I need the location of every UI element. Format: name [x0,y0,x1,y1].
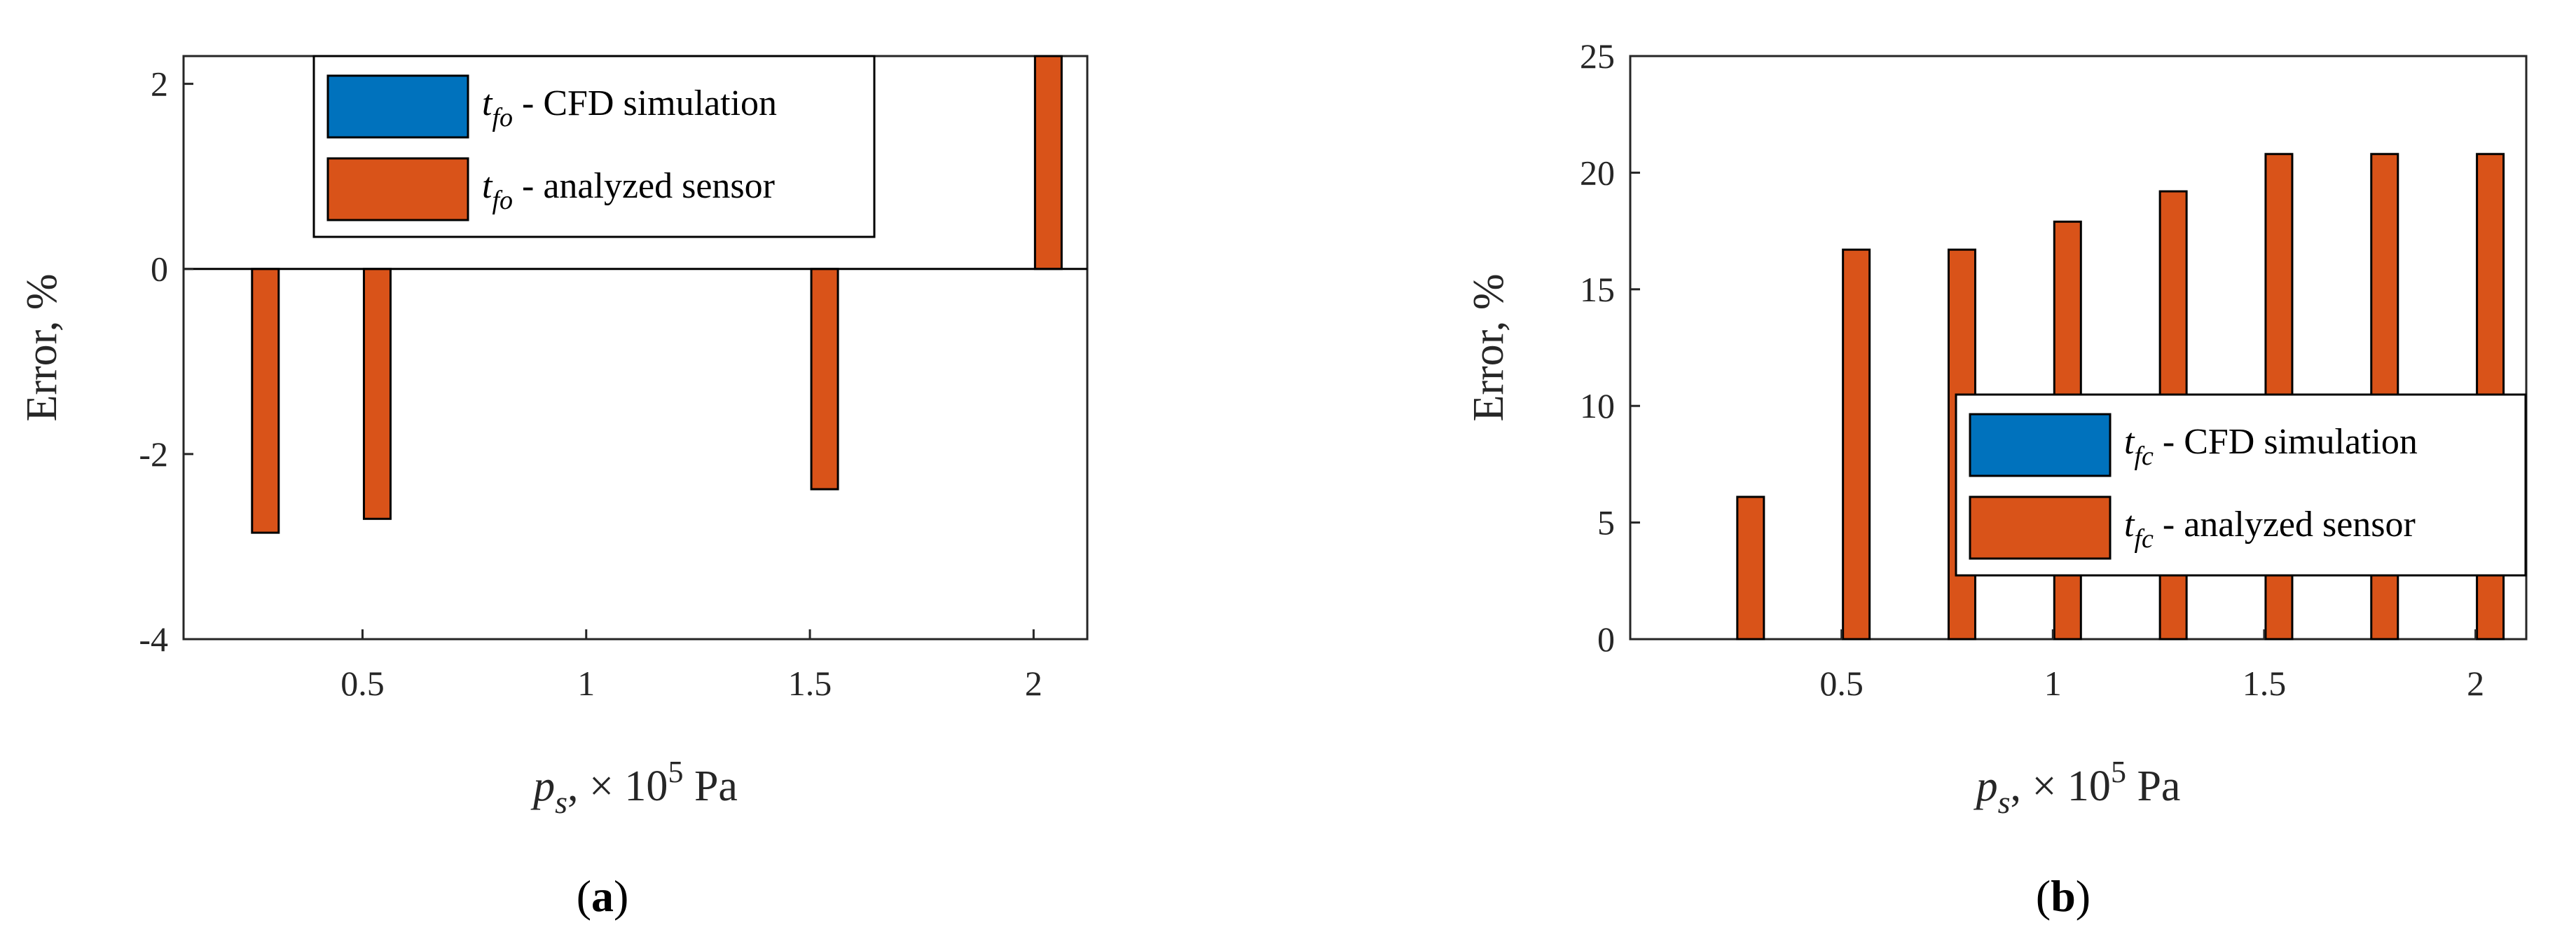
legend-name: - CFD simulation [2154,422,2418,462]
x-axis-title: ps, × 105 Pa [1974,755,2181,820]
x-axis-var: p [1974,762,1998,810]
legend-subscript: fc [2134,442,2154,471]
legend-label-sensor: tfo - analyzed sensor [482,166,775,215]
x-axis-rest: , × 10 [567,762,668,810]
legend-label-cfd: tfc - CFD simulation [2124,422,2418,471]
legend-name: - CFD simulation [513,83,777,123]
bar-sensor [362,268,392,520]
x-tick-label: 1 [577,664,595,703]
x-tick-label: 1.5 [2243,664,2287,703]
y-tick-label: 10 [1580,386,1615,425]
legend-subscript: fo [492,103,513,132]
x-axis-unit: Pa [683,762,738,810]
x-axis-sub: s [1998,784,2011,820]
panel-label-letter: b [2051,871,2076,921]
legend-swatch-cfd [326,74,469,139]
bar-sensor [1033,55,1063,271]
y-tick-label: 20 [1580,153,1615,192]
y-tick-label: 5 [1597,503,1615,542]
legend-name: - analyzed sensor [2154,505,2416,545]
bar-sensor [1736,495,1765,641]
legend-label-cfd: tfo - CFD simulation [482,83,777,132]
x-tick-label: 0.5 [340,664,385,703]
bar-sensor [810,268,839,491]
x-tick-label: 2 [1025,664,1042,703]
x-tick-label: 0.5 [1819,664,1864,703]
y-tick-label: -2 [139,435,168,474]
x-axis-title: ps, × 105 Pa [530,755,738,820]
bar-sensor [251,268,280,534]
x-axis-sub: s [555,784,567,820]
x-axis-sup: 5 [668,755,683,789]
x-axis-var: p [530,762,555,810]
legend-symbol: t [2124,505,2135,545]
legend-symbol: t [482,83,493,123]
x-tick-label: 2 [2467,664,2484,703]
legend-subscript: fc [2134,524,2154,554]
x-axis-sup: 5 [2111,755,2126,789]
y-tick-label: 0 [151,249,168,289]
legend-name: - analyzed sensor [513,166,775,206]
y-tick-label: 25 [1580,36,1615,76]
y-tick-label: 15 [1580,270,1615,309]
panel-label-letter: a [591,871,614,921]
y-axis-title: Error, % [1465,274,1513,422]
panel-label: (a) [577,871,629,921]
bar-sensor [1842,248,1871,641]
x-tick-label: 1 [2044,664,2062,703]
y-axis-title: Error, % [18,274,66,422]
panel-label-open: ( [577,871,591,921]
y-tick-label: 0 [1597,620,1615,659]
panel-label-open: ( [2036,871,2051,921]
x-axis-rest: , × 10 [2010,762,2110,810]
legend-symbol: t [482,166,493,206]
y-tick-label: -4 [139,620,168,659]
legend-swatch-sensor [326,157,469,221]
legend-swatch-cfd [1969,413,2112,477]
x-tick-label: 1.5 [788,664,832,703]
y-tick-label: 2 [151,64,168,104]
legend-swatch-sensor [1969,495,2112,560]
legend-label-sensor: tfc - analyzed sensor [2124,505,2416,554]
panel-label-close: ) [2076,871,2091,921]
panel-label-close: ) [614,871,628,921]
x-axis-unit: Pa [2126,762,2181,810]
panel-label: (b) [2036,871,2091,921]
legend-symbol: t [2124,422,2135,462]
legend-subscript: fo [492,186,513,215]
